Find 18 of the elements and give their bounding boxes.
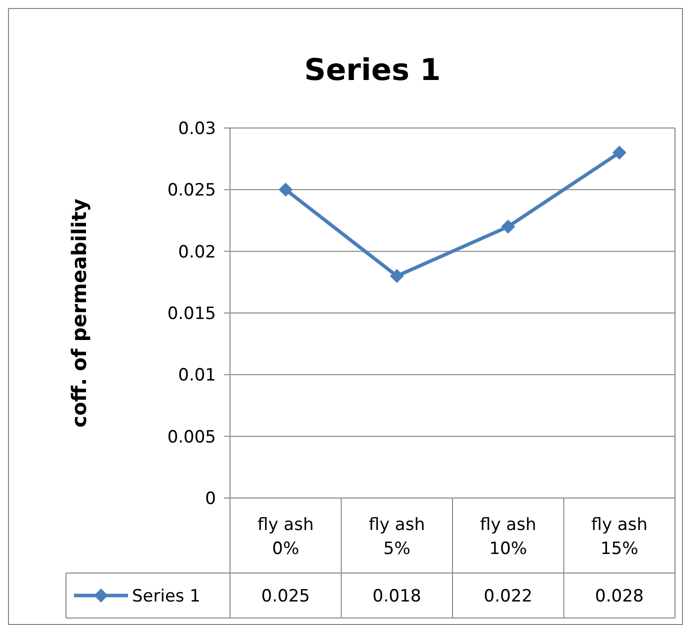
y-tick-label: 0.02 — [178, 242, 216, 262]
legend-label: Series 1 — [132, 586, 200, 606]
x-tick-label: fly ash 15% — [591, 515, 648, 559]
y-tick-label: 0.01 — [178, 366, 216, 386]
data-label: 0.018 — [372, 586, 422, 606]
y-tick-label: 0.03 — [178, 118, 216, 139]
y-tick-label: 0.025 — [167, 180, 216, 201]
data-label: 0.025 — [261, 586, 310, 606]
x-tick-label: fly ash 0% — [258, 515, 314, 559]
y-axis-title: coff. of permeability — [67, 198, 91, 428]
y-tick-label: 0 — [205, 488, 216, 509]
x-tick-label: fly ash 10% — [480, 515, 536, 559]
x-tick-label: fly ash 5% — [368, 515, 425, 559]
chart-title: Series 1 — [304, 53, 441, 88]
data-label: 0.022 — [484, 586, 532, 606]
y-tick-label: 0.015 — [167, 304, 216, 324]
data-label: 0.028 — [595, 586, 644, 606]
y-tick-label: 0.005 — [167, 427, 216, 448]
